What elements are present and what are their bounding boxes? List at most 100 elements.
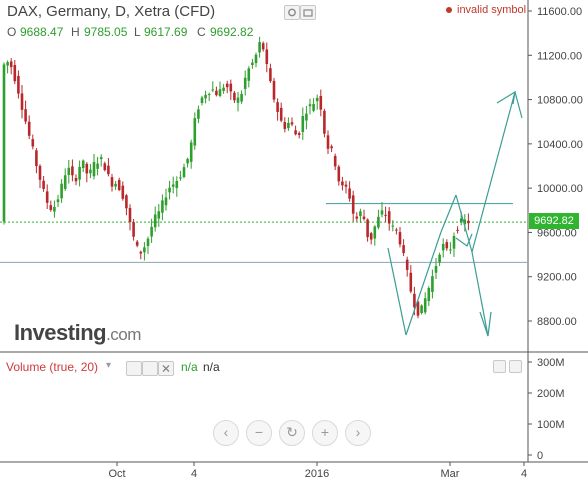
candle-body (384, 214, 387, 216)
scroll-right-button[interactable]: › (345, 420, 371, 446)
candle-body (60, 183, 63, 199)
volume-close-button[interactable] (158, 361, 174, 376)
candle-body (251, 62, 254, 66)
candle-body (427, 288, 431, 302)
candles (2, 36, 470, 319)
candle-body (81, 160, 85, 169)
zoom-out-button[interactable]: − (246, 420, 272, 446)
candle-body (380, 210, 384, 215)
candle-body (459, 218, 463, 223)
candle-body (114, 183, 117, 187)
candle-body (229, 83, 233, 92)
candle-body (132, 222, 135, 237)
candle-body (31, 139, 35, 147)
candle-body (168, 187, 171, 193)
candle-body (35, 150, 38, 167)
scroll-left-button[interactable]: ‹ (213, 420, 239, 446)
time-tick-label: Oct (108, 468, 125, 480)
candle-body (193, 118, 197, 146)
candle-body (297, 133, 301, 135)
candle-body (128, 207, 132, 223)
chevron-left-icon: ‹ (223, 424, 229, 440)
volume-dropdown-icon[interactable]: ▾ (106, 360, 112, 371)
zoom-in-button[interactable]: + (312, 420, 338, 446)
candle-body (38, 165, 42, 180)
investing-logo: Investing.com (14, 320, 141, 346)
reset-icon: ↻ (286, 424, 298, 440)
candle-body (359, 211, 362, 217)
candle-body (204, 94, 207, 99)
candle-body (405, 259, 409, 270)
candle-body (290, 122, 294, 125)
candle-body (222, 87, 225, 91)
volume-tick-label: 100M (537, 419, 565, 431)
candle-body (143, 247, 146, 253)
chart-title: DAX, Germany, D, Xetra (CFD) (7, 3, 216, 20)
candle-body (150, 226, 153, 237)
screenshot-button[interactable] (300, 5, 316, 20)
candle-body (369, 233, 373, 240)
annotation-line (471, 91, 516, 253)
candle-body (139, 251, 143, 254)
candle-body (9, 61, 13, 68)
volume-value-1: n/a (181, 360, 198, 374)
price-tick-label: 10800.00 (537, 95, 583, 107)
candle-body (153, 214, 157, 228)
candle-body (2, 64, 6, 222)
camera-icon (303, 9, 313, 17)
volume-pane-maximize[interactable] (509, 360, 522, 373)
candle-body (287, 122, 290, 129)
candle-body (171, 184, 175, 187)
candle-body (179, 177, 182, 179)
plus-icon: + (320, 424, 330, 440)
ohlc-close-label: C (197, 25, 206, 39)
candle-body (416, 301, 420, 316)
arrow-down-icon (479, 311, 492, 337)
arrow-mid-icon (455, 233, 473, 247)
candle-body (333, 155, 337, 167)
candle-body (319, 95, 323, 110)
candle-body (240, 93, 243, 102)
ohlc-high-label: H (71, 25, 80, 39)
candle-body (452, 236, 456, 249)
ohlc-low-label: L (134, 25, 141, 39)
volume-value-2: n/a (203, 360, 220, 374)
candle-body (409, 272, 413, 292)
ohlc-low-value: 9617.69 (144, 25, 188, 39)
candle-body (373, 226, 377, 239)
candle-body (182, 167, 186, 177)
candle-body (441, 243, 445, 251)
candle-body (117, 180, 121, 190)
current-price-tag: 9692.82 (529, 213, 579, 229)
candle-body (438, 254, 441, 263)
reset-button[interactable]: ↻ (279, 420, 305, 446)
volume-visibility-button[interactable] (126, 361, 142, 376)
candle-body (467, 220, 470, 224)
settings-button[interactable] (284, 5, 300, 20)
candle-body (92, 162, 96, 177)
candle-body (344, 184, 348, 187)
volume-settings-button[interactable] (142, 361, 158, 376)
time-tick-label: 4 (521, 468, 527, 480)
minus-icon: − (254, 424, 264, 440)
candle-body (218, 89, 222, 96)
annotation-line (387, 247, 407, 336)
candle-body (261, 43, 265, 50)
price-tick-label: 10000.00 (537, 183, 583, 195)
candle-body (6, 62, 9, 66)
candle-body (326, 135, 330, 149)
volume-pane-minimize[interactable] (493, 360, 506, 373)
price-tick-label: 8800.00 (537, 316, 577, 328)
candle-body (431, 276, 434, 292)
candle-body (74, 177, 78, 182)
candle-body (312, 104, 315, 111)
annotation-line (455, 194, 473, 253)
candle-body (377, 216, 380, 228)
time-axis: Oct 4 2016 Mar 4 (108, 462, 527, 480)
candle-body (197, 109, 200, 119)
candle-body (27, 121, 31, 136)
time-tick-label: 2016 (305, 468, 329, 480)
candle-body (161, 200, 164, 213)
